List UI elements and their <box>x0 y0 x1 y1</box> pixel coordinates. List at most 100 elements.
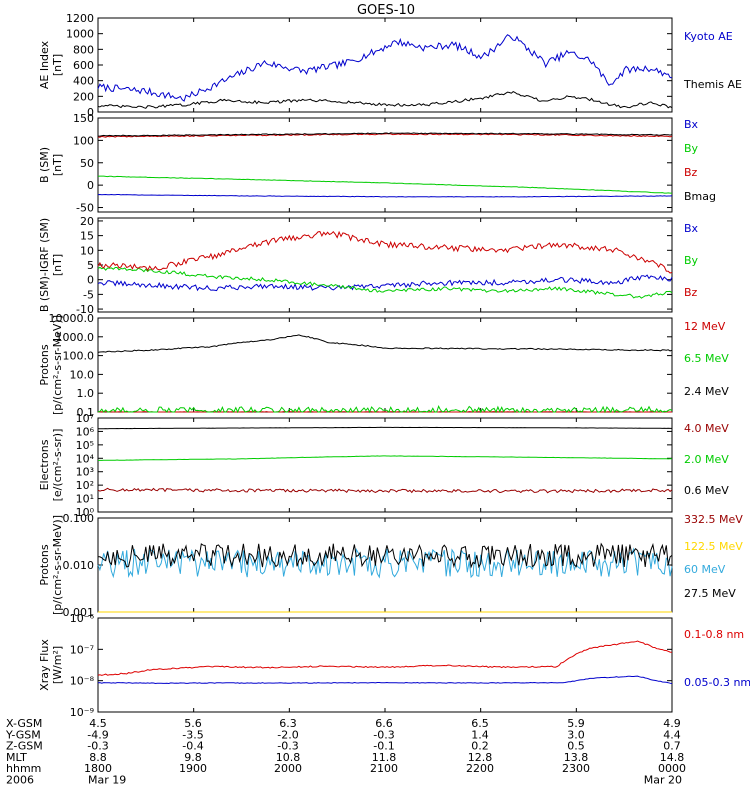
y-tick-label: 10² <box>76 479 94 492</box>
legend-label: Bmag <box>684 190 716 203</box>
y-axis-units: [p/(cm²-s-sr-MeV)] <box>51 515 64 615</box>
y-tick-label: 600 <box>73 59 94 72</box>
legend-label: 122.5 MeV <box>684 540 743 553</box>
panel-frame <box>97 517 673 613</box>
series-line <box>97 640 673 676</box>
footer-value: 2100 <box>370 762 398 775</box>
footer-value: 0.7 <box>663 740 681 753</box>
series-line <box>97 405 673 414</box>
y-tick-label: 100.0 <box>63 350 95 363</box>
footer-value: 4.9 <box>663 717 681 730</box>
y-tick-label: 10⁻⁷ <box>70 643 94 656</box>
y-axis-units: [W/m²] <box>51 646 64 684</box>
y-tick-label: 1000.0 <box>56 331 95 344</box>
y-tick-label: 0 <box>87 179 94 192</box>
footer-value: -3.5 <box>182 728 203 741</box>
footer-row-label: MLT <box>6 751 27 764</box>
footer-row-label: Z-GSM <box>6 740 43 753</box>
footer-value: -4.9 <box>87 728 108 741</box>
legend-label: Kyoto AE <box>684 30 733 43</box>
y-tick-label: 10⁶ <box>76 425 95 438</box>
footer-value: 1800 <box>84 762 112 775</box>
panel-7: 10⁻⁹ 10⁻⁸ 10⁻⁷ 10⁻⁶ Xray Flux [W/m²] 0.1-0.8 n… <box>38 612 750 719</box>
y-tick-label: 10⁻⁹ <box>70 706 94 719</box>
y-tick-label: 10.0 <box>70 368 95 381</box>
series-line <box>97 34 673 102</box>
y-axis-title: B (SM) <box>38 147 51 183</box>
y-tick-label: 5 <box>87 259 94 272</box>
panel-frame <box>97 617 673 713</box>
legend-label: 0.05-0.3 nm <box>684 676 750 689</box>
footer-value: 10.8 <box>276 751 301 764</box>
series-line <box>97 175 672 194</box>
legend-label: 332.5 MeV <box>684 513 743 526</box>
legend-label: By <box>684 142 699 155</box>
y-tick-label: 200 <box>73 90 94 103</box>
y-tick-label: 10000.0 <box>49 312 95 325</box>
y-tick-label: 10⁰ <box>76 506 95 519</box>
y-tick-label: 0 <box>87 274 94 287</box>
y-tick-label: 1.0 <box>77 387 95 400</box>
y-tick-label: 15 <box>80 230 94 243</box>
y-tick-label: 0.100 <box>63 512 95 525</box>
footer-value: -0.3 <box>277 740 298 753</box>
panel-2: -50 0 50 100 150 B (SM) [nT] Bx By Bz Bmag <box>38 112 716 215</box>
y-tick-label: -50 <box>76 202 94 215</box>
footer-value: -0.3 <box>87 740 108 753</box>
y-tick-label: 10⁻⁶ <box>70 612 95 625</box>
y-tick-label: 1000 <box>66 28 94 41</box>
series-line <box>97 266 673 299</box>
y-tick-label: 10⁻⁸ <box>70 675 95 688</box>
y-tick-label: 0 <box>87 106 94 119</box>
footer-value: 8.8 <box>89 751 107 764</box>
y-tick-label: 100 <box>73 134 94 147</box>
footer-value: 2000 <box>274 762 302 775</box>
footer-value: 5.6 <box>184 717 202 730</box>
panel-frame <box>97 317 673 413</box>
y-tick-label: 10¹ <box>76 493 94 506</box>
panel-4: 0.1 1.0 10.0 100.0 1000.0 10000.0 Protons [p/(c… <box>38 312 729 419</box>
y-tick-label: 400 <box>73 75 94 88</box>
y-axis-title: Protons <box>38 544 51 585</box>
panel-6: 0.001 0.010 0.100 Protons [p/(cm²-s-sr-MeV)]… <box>38 512 743 619</box>
y-tick-label: 1200 <box>66 12 94 25</box>
y-tick-label: -5 <box>83 288 94 301</box>
footer-value: -0.3 <box>373 728 394 741</box>
footer-value: 0000 <box>658 762 686 775</box>
legend-label: 60 MeV <box>684 563 726 576</box>
y-tick-label: 0.001 <box>63 606 95 619</box>
footer-row-label: hhmm <box>6 762 41 775</box>
legend-label: 27.5 MeV <box>684 587 736 600</box>
y-axis-units: [nT] <box>51 154 64 176</box>
y-tick-label: 150 <box>73 112 94 125</box>
footer-value: Mar 20 <box>644 774 682 787</box>
series-line <box>98 426 672 430</box>
orbit-footer: X-GSM 4.5 5.6 6.3 6.6 6.5 5.9 4.9Y-GSM -4.9 -3.5-… <box>5 717 686 787</box>
footer-value: 3.0 <box>567 728 585 741</box>
y-axis-title: AE Index <box>38 40 51 89</box>
footer-value: 0.5 <box>567 740 585 753</box>
footer-value: -2.0 <box>277 728 298 741</box>
legend-label: Bx <box>684 118 699 131</box>
y-axis-units: [nT] <box>51 254 64 276</box>
legend-label: 0.6 MeV <box>684 484 729 497</box>
footer-value: 6.3 <box>279 717 297 730</box>
series-line <box>97 274 673 292</box>
legend-label: Themis AE <box>683 78 742 91</box>
legend-label: 2.0 MeV <box>684 453 729 466</box>
series-line <box>97 193 673 198</box>
y-tick-label: 20 <box>80 215 94 228</box>
footer-value: 12.8 <box>468 751 493 764</box>
legend-label: 0.1-0.8 nm <box>684 628 744 641</box>
footer-value: 4.4 <box>663 728 681 741</box>
footer-row-label: 2006 <box>6 774 34 787</box>
series-line <box>97 487 673 494</box>
y-tick-label: 10³ <box>76 466 94 479</box>
y-axis-title: Protons <box>38 344 51 385</box>
series-line <box>98 455 672 461</box>
series-line <box>98 542 673 569</box>
footer-value: 9.8 <box>184 751 202 764</box>
legend-label: 4.0 MeV <box>684 422 729 435</box>
